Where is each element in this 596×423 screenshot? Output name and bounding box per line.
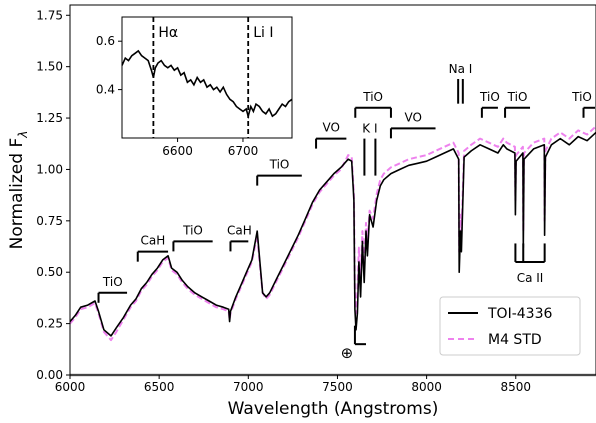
series-line-m4-std bbox=[69, 125, 596, 342]
band-label: TiO bbox=[571, 90, 592, 104]
band-label: VO bbox=[322, 121, 339, 135]
y-tick-label: 0.50 bbox=[36, 265, 63, 279]
axes: 6000 6500 7000 7500 8000 8500 0.00 0.25 0.50 0.75… bbox=[36, 8, 531, 394]
band-annotations: TiO CaH TiO CaH TiO VO TiO VO TiO TiO TiO Na I K I Ca… bbox=[97, 62, 595, 362]
x-tick-label: 6500 bbox=[144, 380, 175, 394]
band-label: CaH bbox=[227, 223, 252, 237]
band-label: VO bbox=[405, 110, 422, 124]
band-label: TiO bbox=[479, 90, 500, 104]
band-label: TiO bbox=[269, 158, 290, 172]
y-tick-label: 0.75 bbox=[36, 214, 63, 228]
inset-y-tick-label: 0.4 bbox=[96, 83, 115, 97]
x-tick-label: 6000 bbox=[55, 380, 86, 394]
x-tick-label: 8000 bbox=[411, 380, 442, 394]
y-tick-label: 0.25 bbox=[36, 317, 63, 331]
ca-ii-label: Ca II bbox=[517, 271, 544, 285]
y-tick-label: 1.00 bbox=[36, 162, 63, 176]
legend: TOI-4336 M4 STD bbox=[439, 296, 581, 356]
legend-label-m4: M4 STD bbox=[488, 332, 542, 348]
y-axis-label: Normalized Fλ bbox=[7, 131, 30, 250]
legend-label-toi: TOI-4336 bbox=[487, 306, 552, 322]
y-tick-label: 0.00 bbox=[36, 368, 63, 382]
inset-panel: Hα Li I 6600 6700 0.4 0.6 bbox=[96, 16, 293, 158]
inset-frame bbox=[121, 16, 293, 139]
inset-y-tick-label: 0.6 bbox=[96, 34, 115, 48]
inset-marker-label: Li I bbox=[253, 25, 273, 41]
band-label: TiO bbox=[362, 90, 383, 104]
inset-x-tick-label: 6700 bbox=[228, 144, 259, 158]
x-tick-label: 7000 bbox=[233, 380, 264, 394]
plot-frame bbox=[69, 4, 596, 376]
line-label: Na I bbox=[449, 62, 473, 76]
legend-box bbox=[439, 296, 581, 356]
inset-x-tick-label: 6600 bbox=[162, 144, 193, 158]
band-label: TiO bbox=[182, 223, 203, 237]
band-label: TiO bbox=[102, 275, 123, 289]
x-tick-label: 7500 bbox=[322, 380, 353, 394]
inset-line bbox=[121, 49, 293, 120]
y-tick-label: 1.25 bbox=[36, 111, 63, 125]
line-label: K I bbox=[362, 122, 377, 136]
band-label: CaH bbox=[141, 234, 166, 248]
y-axis-label-subscript: λ bbox=[16, 131, 30, 139]
y-tick-label: 1.75 bbox=[36, 8, 63, 22]
band-label: TiO bbox=[507, 90, 528, 104]
x-tick-label: 8500 bbox=[500, 380, 531, 394]
inset-marker-label: Hα bbox=[158, 25, 178, 41]
telluric-label: ⊕ bbox=[341, 344, 354, 362]
y-axis-label-main: Normalized F bbox=[7, 138, 27, 250]
x-axis-label: Wavelength (Angstroms) bbox=[228, 399, 439, 419]
series-line-toi-4336 bbox=[69, 131, 596, 337]
y-tick-label: 1.50 bbox=[36, 60, 63, 74]
